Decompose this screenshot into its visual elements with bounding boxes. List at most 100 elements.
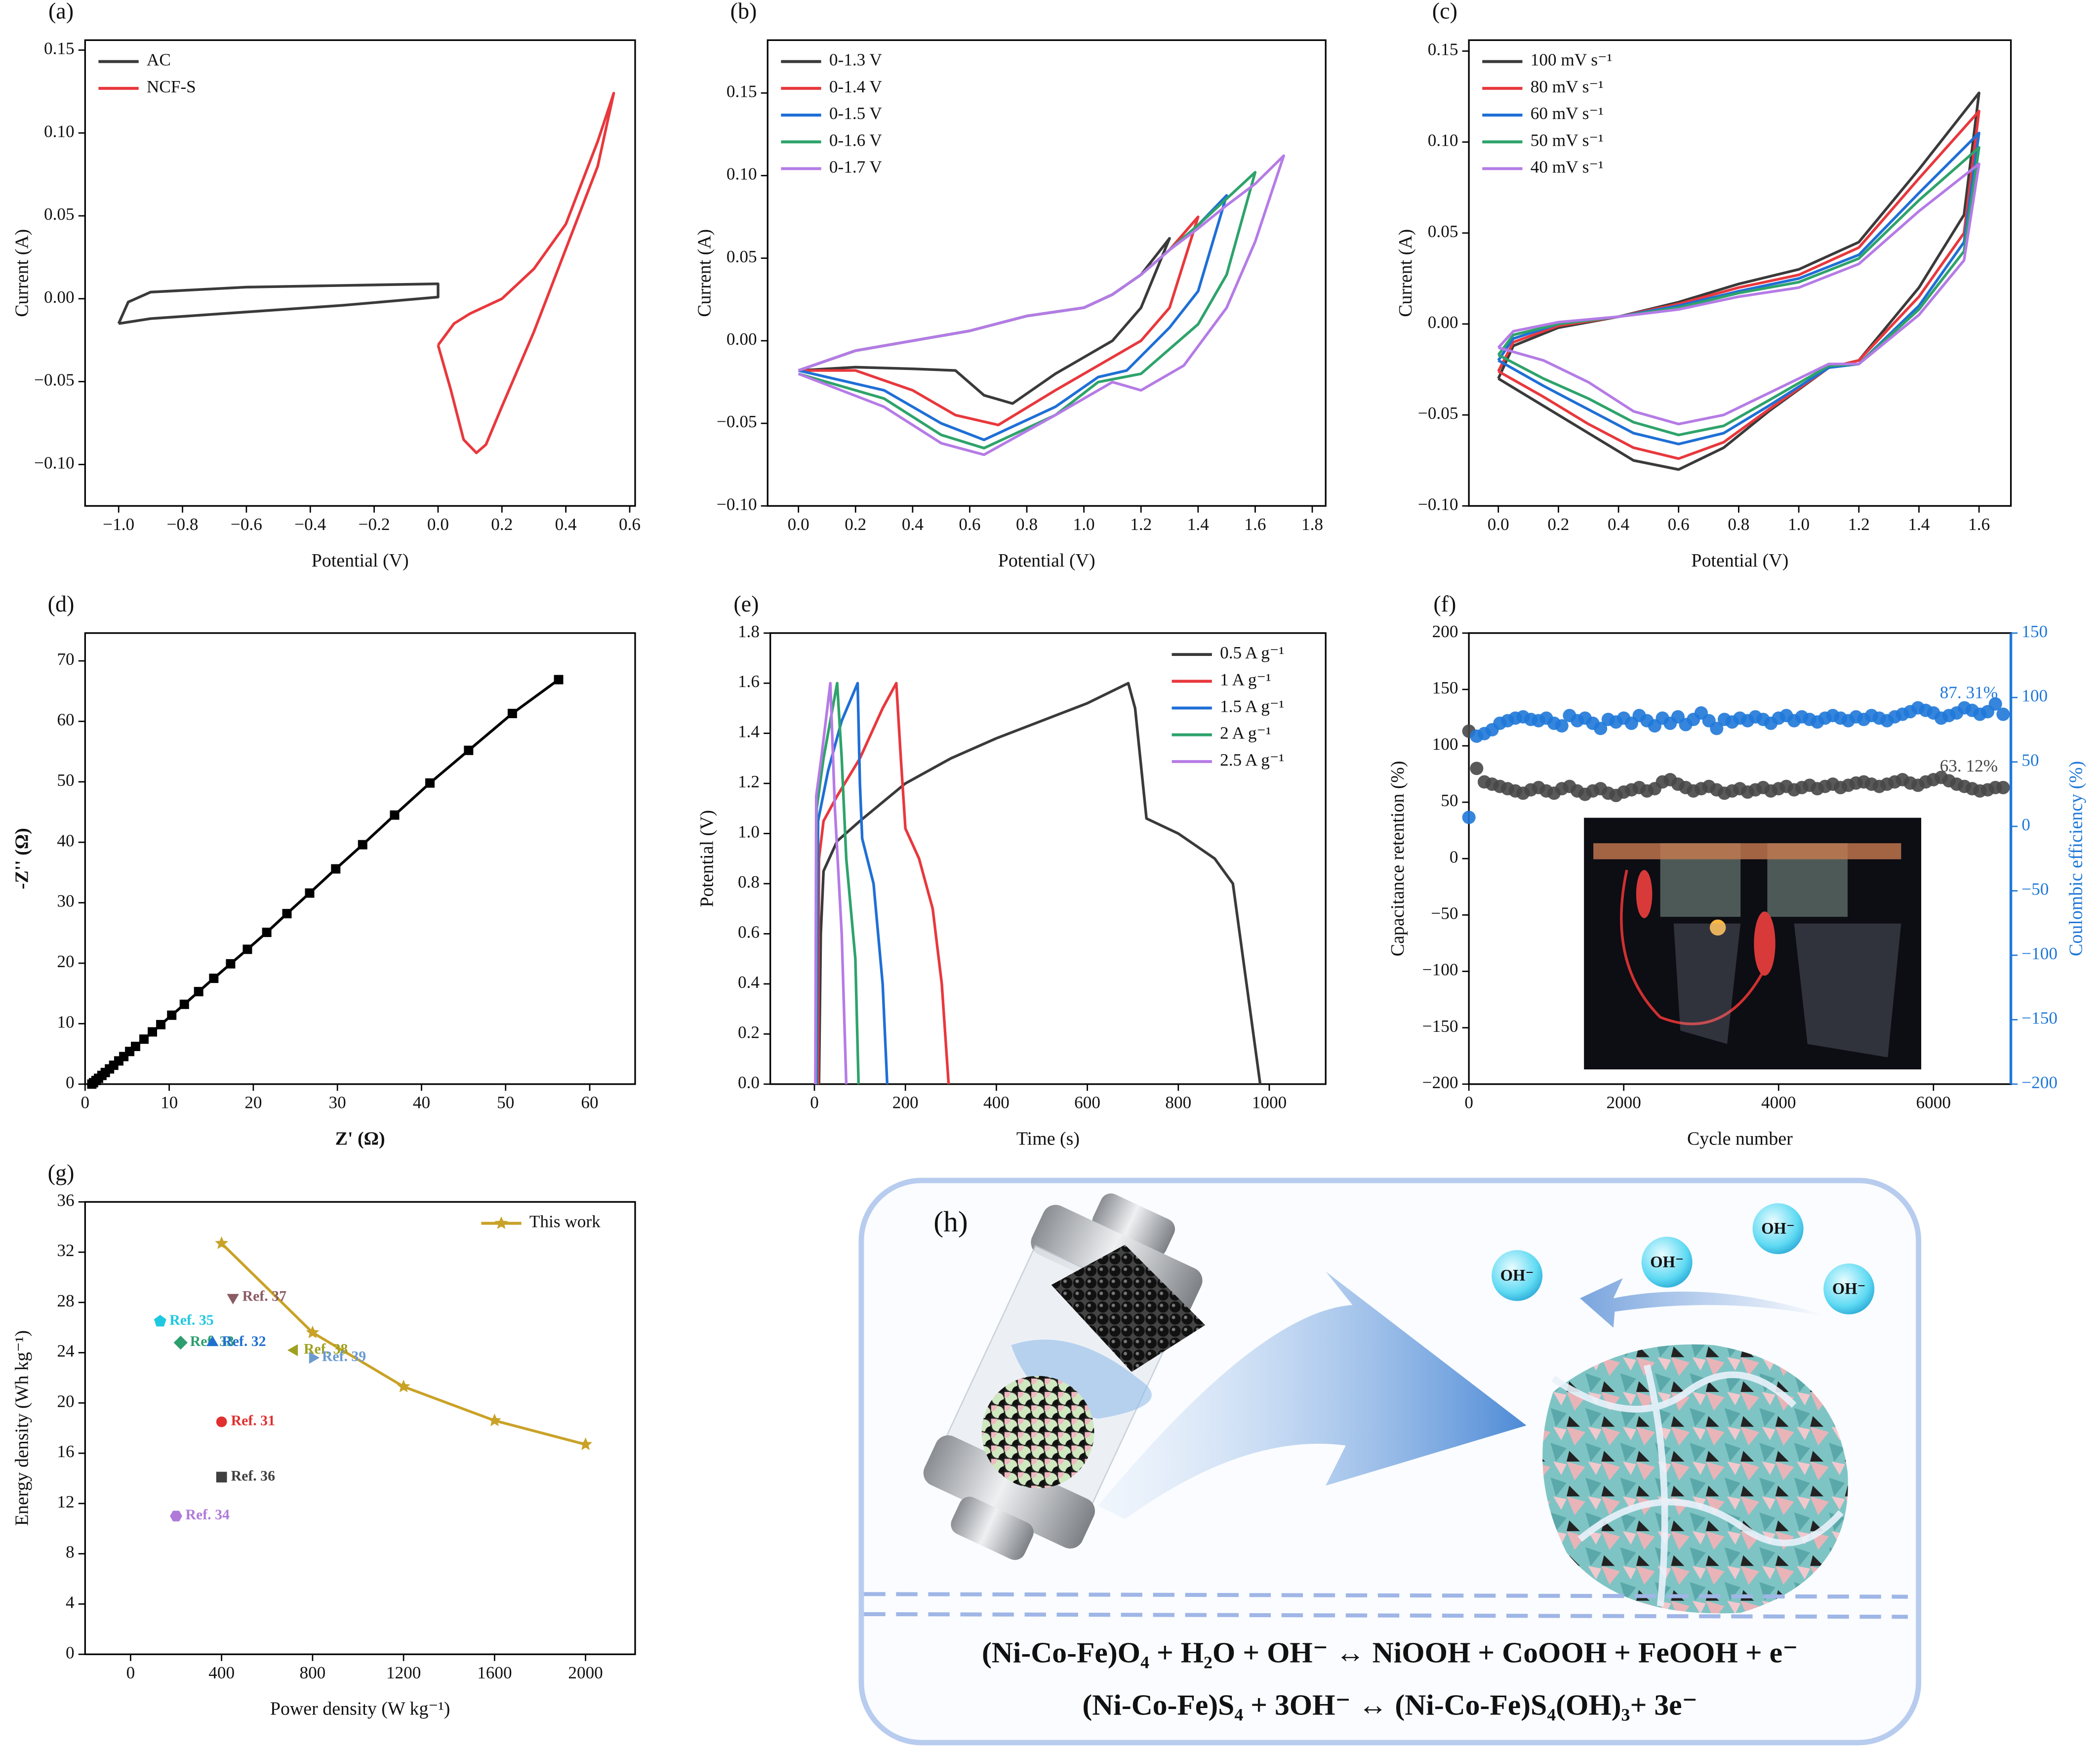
y-tick-label: 60	[57, 710, 74, 729]
y-tick-label: 4	[66, 1593, 75, 1612]
panel-label: (g)	[48, 1160, 75, 1185]
x-axis-label: Potential (V)	[312, 550, 409, 571]
panel-label: (c)	[1432, 0, 1457, 24]
divider	[864, 1592, 1908, 1599]
marker	[194, 987, 203, 997]
plot-frame	[769, 632, 1327, 1085]
y-tick-label: 100	[1432, 734, 1458, 754]
y-tick-label: −0.05	[1418, 404, 1458, 423]
scatter-point	[1555, 719, 1569, 733]
marker	[425, 778, 435, 788]
x-tick-label: 0.4	[1608, 515, 1629, 534]
x-tick-label: 10	[161, 1093, 178, 1112]
plot-frame	[84, 39, 636, 507]
x-tick-label: 200	[892, 1093, 919, 1112]
marker	[173, 1336, 188, 1350]
y-tick-label: 10	[57, 1013, 74, 1032]
divider	[864, 1612, 1908, 1619]
y-tick-label: 28	[57, 1291, 74, 1310]
y-tick-label: −0.10	[34, 453, 75, 472]
x-tick-label: 40	[413, 1093, 430, 1112]
y-axis-label: Current (A)	[11, 229, 32, 317]
marker	[242, 944, 252, 954]
flow-arrow	[1098, 1271, 1527, 1519]
equation: (Ni-Co-Fe)S₄ + 3OH⁻ ↔ (Ni-Co-Fe)S₄(OH)₃+…	[1082, 1688, 1697, 1721]
chart-panel: (d) 0 10 20 30 40 50 60 0 10 20 30 40 50 60 70 Z' (Ω) -Z'…	[11, 591, 636, 1149]
y-tick-label: 200	[1432, 622, 1458, 641]
y-tick-label: 1.0	[738, 822, 760, 842]
y-tick-label: 16	[57, 1442, 74, 1461]
x-tick-label: 1600	[477, 1663, 512, 1682]
reference-label: Ref. 31	[231, 1412, 275, 1428]
electrolyte	[1011, 1340, 1152, 1419]
y-tick-label: 0.2	[738, 1022, 760, 1042]
legend-label: AC	[147, 50, 171, 70]
y-tick-label: 0.00	[727, 329, 757, 349]
y-tick-label: −150	[1422, 1017, 1458, 1036]
y-tick-label: 1.2	[738, 772, 760, 791]
x-tick-label: 1.0	[1788, 515, 1810, 534]
legend-label: 50 mV s⁻¹	[1531, 130, 1604, 150]
series-line	[815, 682, 889, 1084]
chart-panel: (b) 0.0 0.2 0.4 0.6 0.8 1.0 1.2 1.4 1.6 1.8 −0.10 −0…	[694, 0, 1327, 571]
y-tick-label: 20	[57, 1391, 74, 1411]
y-tick-label: 0.00	[44, 287, 75, 307]
carbon-sheet	[1051, 1245, 1206, 1372]
y2-tick-label: −50	[2021, 880, 2049, 899]
diagram: (h) OH⁻ OH⁻ OH⁻ OH⁻ (Ni-Co-Fe)O₄ + H₂O +…	[858, 1178, 1922, 1746]
legend-label: 0-1.6 V	[829, 130, 883, 150]
marker	[287, 1344, 298, 1356]
inset-photo	[1584, 817, 1922, 1070]
marker	[156, 1019, 166, 1029]
y-tick-label: −200	[1422, 1073, 1458, 1092]
reference-label: Ref. 32	[222, 1333, 266, 1349]
y-tick-label: 0	[1450, 847, 1458, 866]
y-tick-label: 0.05	[1428, 222, 1458, 241]
marker	[226, 959, 236, 969]
x-tick-label: 50	[497, 1093, 514, 1112]
ion-label: OH⁻	[1650, 1253, 1684, 1271]
marker	[554, 675, 564, 685]
marker	[206, 1336, 219, 1346]
x-tick-label: 1.8	[1301, 515, 1323, 534]
y2-axis-label: Coulombic efficiency (%)	[2066, 761, 2087, 956]
y-tick-label: 0.05	[727, 247, 757, 266]
panel-label: (a)	[48, 0, 74, 24]
fibers	[1551, 1364, 1844, 1607]
marker	[262, 928, 272, 937]
series-line	[817, 682, 1262, 1085]
legend-label: 60 mV s⁻¹	[1531, 104, 1604, 123]
marker	[507, 709, 517, 718]
legend-label: 40 mV s⁻¹	[1531, 158, 1604, 177]
x-axis-label: Time (s)	[1016, 1128, 1080, 1149]
legend-label: 1.5 A g⁻¹	[1220, 697, 1284, 716]
series-line	[798, 154, 1285, 456]
x-tick-label: 0	[1464, 1093, 1473, 1112]
marker	[216, 1416, 227, 1427]
scatter-point	[1462, 811, 1476, 824]
y2-tick-label: 100	[2021, 686, 2048, 705]
y-tick-label: 0.10	[727, 164, 757, 184]
y-tick-label: 0.00	[1428, 313, 1458, 332]
equation: (Ni-Co-Fe)O₄ + H₂O + OH⁻ ↔ NiOOH + CoOOH…	[982, 1636, 1798, 1669]
y-tick-label: 0.4	[738, 973, 760, 992]
y-tick-label: 12	[57, 1492, 74, 1511]
x-tick-label: 0	[81, 1093, 90, 1112]
x-tick-label: 1000	[1252, 1093, 1287, 1112]
x-tick-label: 800	[299, 1663, 325, 1682]
series-line	[1497, 163, 1980, 426]
x-tick-label: −1.0	[103, 515, 134, 534]
x-tick-label: 6000	[1916, 1093, 1951, 1112]
y-axis-label: Potential (V)	[697, 810, 718, 907]
x-axis-label: Cycle number	[1687, 1128, 1793, 1149]
x-tick-label: 0.8	[1016, 515, 1038, 534]
x-tick-label: 1200	[386, 1663, 421, 1682]
x-tick-label: 0.0	[427, 515, 449, 534]
y-tick-label: 150	[1432, 678, 1458, 697]
x-tick-label: 1.0	[1073, 515, 1095, 534]
x-tick-label: 30	[329, 1093, 346, 1112]
marker	[358, 840, 367, 850]
marker	[215, 1236, 229, 1249]
y-tick-label: 0.15	[727, 81, 757, 101]
